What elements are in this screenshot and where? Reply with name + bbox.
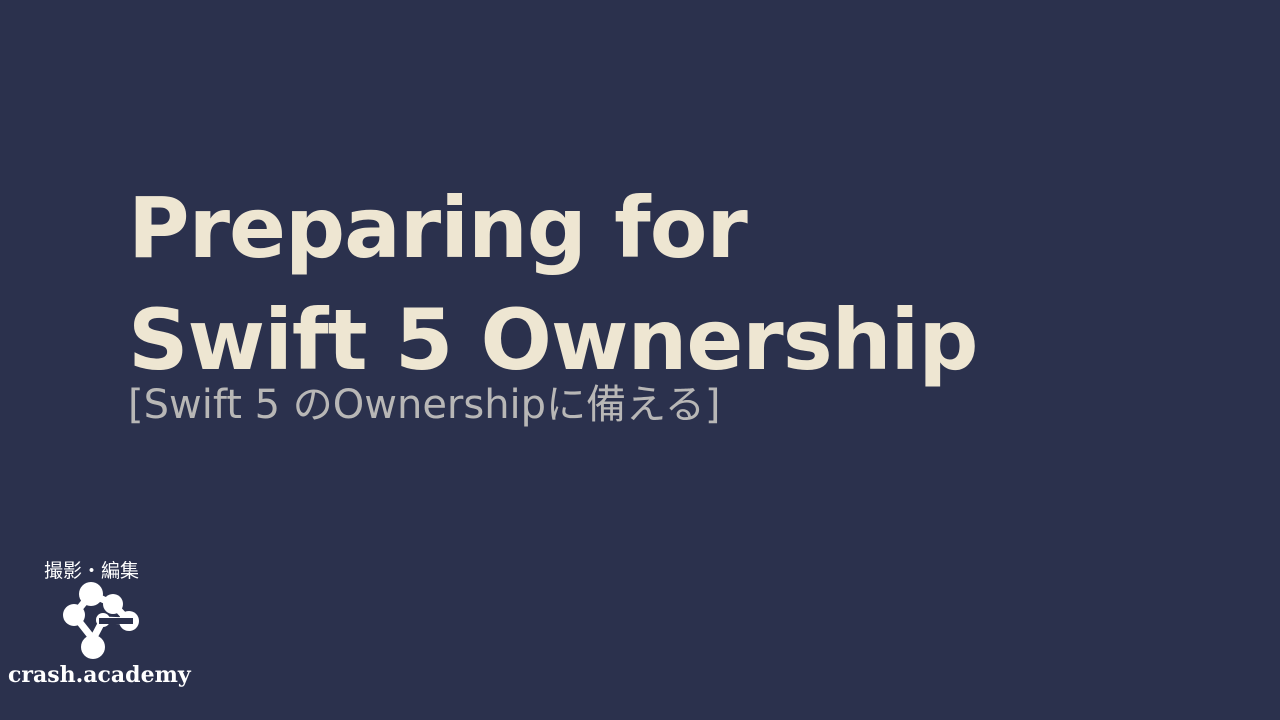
slide-title-line-2: Swift 5 Ownership <box>128 291 978 390</box>
network-node <box>81 635 105 659</box>
network-node <box>103 594 123 614</box>
network-node <box>79 582 103 606</box>
network-node <box>63 604 85 626</box>
slide-title: Preparing for Swift 5 Ownership <box>128 172 1128 396</box>
brand-name: crash.academy <box>8 662 191 688</box>
slide-subtitle: [Swift 5 のOwnershipに備える] <box>128 382 721 428</box>
logo-cutout <box>99 618 133 624</box>
credit-label: 撮影・編集 <box>44 560 140 582</box>
production-credit: 撮影・編集 crash.academy <box>0 552 200 712</box>
molecule-network-icon <box>63 582 139 659</box>
slide-title-line-1: Preparing for <box>128 179 748 278</box>
